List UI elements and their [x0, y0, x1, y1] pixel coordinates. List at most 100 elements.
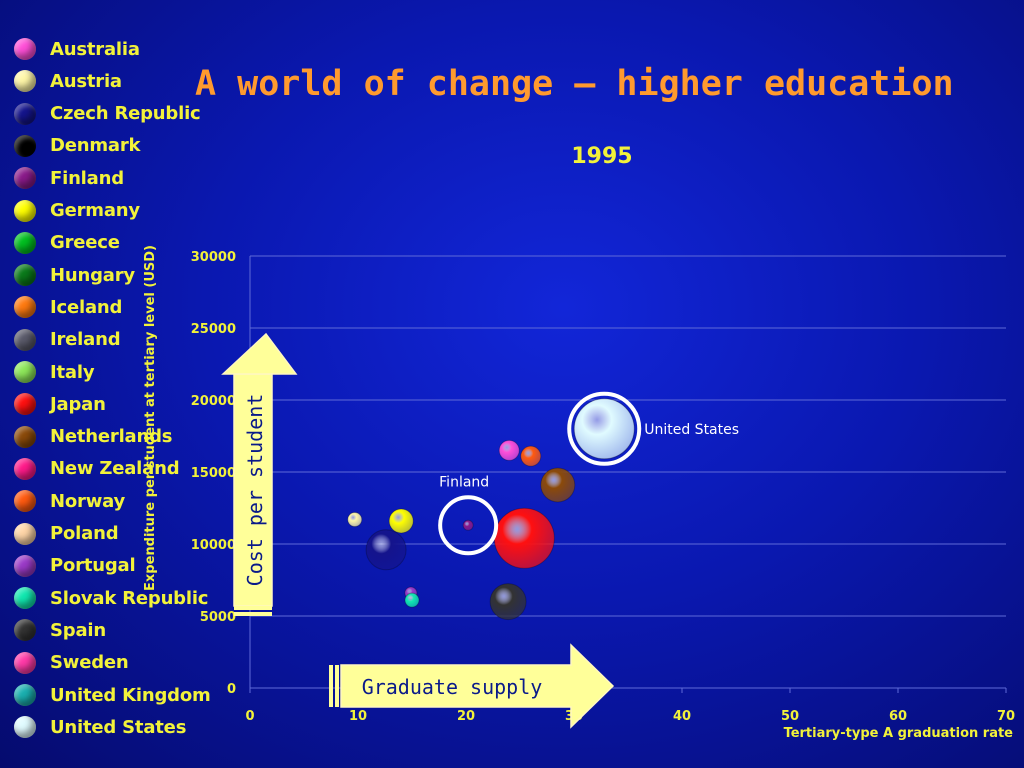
graduate-supply-arrow: Graduate supply — [329, 643, 615, 729]
legend-item: New Zealand — [14, 454, 180, 484]
legend-label: Hungary — [50, 264, 135, 286]
cost-arrow-tail — [234, 612, 272, 616]
cost-per-student-label: Cost per student — [243, 394, 267, 587]
x-tick-label: 70 — [997, 709, 1015, 724]
legend-label: United Kingdom — [50, 684, 211, 706]
legend-label: Poland — [50, 523, 119, 544]
bubble-austria — [347, 512, 363, 528]
legend-item: Slovak Republic — [14, 583, 208, 613]
legend-swatch — [14, 102, 36, 125]
y-tick-label: 0 — [227, 682, 236, 697]
legend-swatch — [14, 587, 36, 610]
legend-swatch — [14, 490, 36, 513]
legend-swatch — [14, 619, 36, 642]
legend-label: Denmark — [50, 135, 141, 157]
bubbles — [347, 398, 635, 621]
x-tick-label: 10 — [349, 709, 367, 724]
legend-item: United Kingdom — [14, 680, 211, 710]
supply-arrow-tail — [329, 665, 333, 707]
legend-swatch — [14, 716, 36, 739]
legend-swatch — [14, 167, 36, 190]
y-tick-label: 10000 — [191, 538, 236, 553]
bubble-czech-republic — [365, 529, 407, 571]
legend-item: Japan — [14, 389, 106, 419]
legend-item: Portugal — [14, 551, 136, 581]
bubble-slovak-republic — [404, 592, 420, 608]
legend-swatch — [14, 651, 36, 674]
legend-swatch — [14, 70, 36, 93]
graduate-supply-label: Graduate supply — [362, 675, 543, 699]
legend-swatch — [14, 134, 36, 157]
legend-label: Portugal — [50, 555, 136, 577]
bubble-united-states — [573, 398, 635, 460]
legend-swatch — [14, 199, 36, 222]
bubble-spain — [489, 583, 527, 621]
legend-item: Norway — [14, 486, 125, 516]
legend-item: United States — [14, 712, 186, 742]
x-tick-label: 0 — [245, 709, 254, 724]
legend-label: Australia — [50, 38, 140, 60]
bubble-norway — [520, 445, 542, 467]
legend-label: Iceland — [50, 296, 123, 318]
x-tick-label: 40 — [673, 709, 691, 724]
legend-label: New Zealand — [50, 458, 180, 480]
legend-item: Hungary — [14, 260, 135, 290]
legend-swatch — [14, 554, 36, 577]
legend-item: Czech Republic — [14, 99, 201, 129]
legend-label: Greece — [50, 232, 120, 254]
highlight-label: Finland — [439, 474, 489, 490]
x-tick-label: 20 — [457, 709, 475, 724]
bubble-australia — [498, 439, 520, 461]
y-tick-label: 15000 — [191, 466, 236, 481]
y-tick-label: 25000 — [191, 322, 236, 337]
legend-item: Italy — [14, 357, 95, 387]
legend-swatch — [14, 328, 36, 351]
legend-label: Slovak Republic — [50, 587, 209, 609]
legend-label: Sweden — [50, 652, 129, 674]
legend-item: Finland — [14, 163, 124, 193]
highlight-ring — [438, 495, 499, 556]
legend-swatch — [14, 231, 36, 254]
legend-item: Poland — [14, 519, 119, 549]
grid — [249, 255, 1007, 693]
legend-item: Austria — [14, 66, 122, 96]
legend-swatch — [14, 361, 36, 383]
cost-arrow-tail — [234, 606, 272, 610]
legend-item: Spain — [14, 615, 106, 645]
legend-item: Iceland — [14, 292, 122, 322]
legend-label: Japan — [50, 393, 106, 415]
bubble-finland — [462, 519, 474, 531]
legend-label: Czech Republic — [50, 103, 201, 125]
legend-label: Italy — [50, 361, 95, 383]
legend-item: Australia — [14, 34, 140, 64]
x-axis-title: Tertiary-type A graduation rate — [784, 726, 1014, 741]
legend-item: Germany — [14, 196, 140, 226]
legend-label: Germany — [50, 200, 140, 221]
legend-label: Ireland — [50, 329, 121, 351]
x-tick-label: 60 — [889, 709, 907, 724]
y-tick-label: 20000 — [191, 394, 236, 409]
legend-swatch — [14, 457, 36, 480]
supply-arrow-shape — [340, 643, 615, 729]
legend-label: Spain — [50, 619, 106, 641]
legend-swatch — [14, 264, 36, 287]
y-axis-title: Expenditure per student at tertiary leve… — [143, 245, 158, 591]
bubble-japan — [493, 507, 555, 569]
legend-swatch — [14, 684, 36, 706]
legend-item: Ireland — [14, 325, 121, 355]
cost-per-student-arrow: Cost per student — [221, 332, 298, 616]
bubble-netherlands — [540, 467, 576, 503]
axis-ticks: 0500010000150002000025000300000102030405… — [191, 250, 1015, 724]
x-tick-label: 50 — [781, 709, 799, 724]
chart-subtitle-year: 1995 — [571, 144, 633, 169]
supply-arrow-tail — [335, 665, 339, 707]
legend-item: Netherlands — [14, 422, 173, 452]
y-tick-label: 5000 — [200, 610, 236, 625]
legend-item: Sweden — [14, 648, 129, 678]
page-title: A world of change – higher education — [195, 64, 954, 104]
legend-swatch — [14, 393, 36, 416]
legend-label: Norway — [50, 490, 126, 512]
y-tick-label: 30000 — [191, 250, 236, 265]
legend-label: Finland — [50, 167, 124, 189]
